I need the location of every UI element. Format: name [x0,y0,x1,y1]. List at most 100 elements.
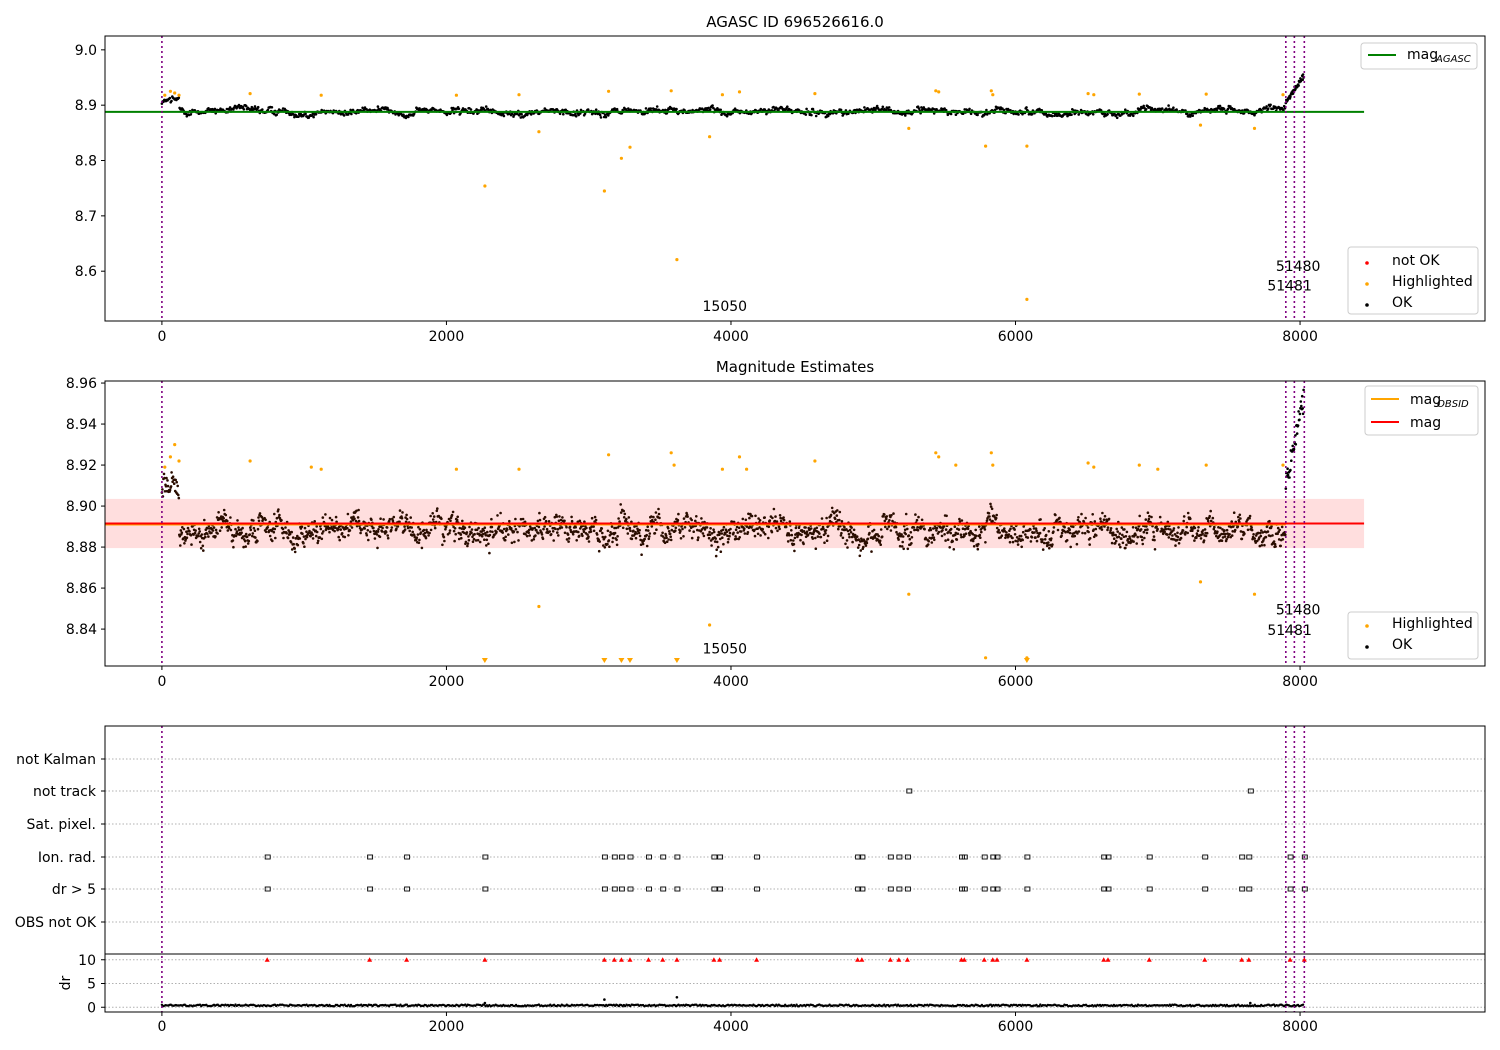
ok-point [1276,532,1279,536]
ok-point [988,518,992,521]
ok-point [217,511,220,514]
ok-point [1197,526,1200,529]
ok-point [488,533,492,537]
ok-point [916,528,920,532]
ok-point [653,532,657,535]
ok-point [314,534,318,538]
highlighted-point [937,90,941,94]
ok-point [738,536,741,539]
ok-point [847,532,851,536]
ok-point [866,537,870,541]
ok-point [401,511,404,514]
flag-event [717,886,724,892]
ok-point [231,539,235,542]
highlighted-point [720,467,725,471]
ok-point [976,113,979,117]
ok-point [405,513,408,517]
ok-point [715,548,718,551]
ok-point [904,532,907,536]
ok-point [1189,517,1192,521]
ok-point [300,525,304,529]
ok-point [607,539,611,542]
ok-point [256,539,259,543]
flag-event [981,854,988,860]
ok-point [296,534,299,538]
flag-event [754,886,761,892]
ok-point [955,538,959,541]
ok-point [161,488,164,491]
ok-point [312,528,315,531]
dr-point [1301,1003,1305,1006]
ok-point [1260,544,1264,547]
ok-point [767,525,771,529]
ok-point [1128,537,1132,540]
ok-point [652,515,655,519]
ok-point [799,538,802,542]
dr-clipped-marker [404,957,410,962]
flag-row-label: not Kalman [16,752,96,768]
ok-point [720,532,724,535]
ok-point [727,537,730,541]
ok-point [824,532,827,535]
ok-point [883,513,886,516]
ok-point [243,534,246,538]
ok-point [627,516,631,519]
flag-event [601,854,608,860]
x-tick-label: 2000 [429,674,465,690]
ok-point [602,544,605,547]
ok-point [761,527,764,531]
ok-point [603,546,607,549]
legend-swatch [1365,282,1369,286]
ok-point [1043,538,1047,541]
ok-point [570,519,574,523]
ok-point [887,525,891,528]
ok-point [850,535,854,539]
ok-point [937,530,941,534]
legend-box [1360,42,1478,70]
ok-point [1268,519,1271,523]
ok-point [210,531,213,535]
ok-point [1030,112,1034,116]
ok-point [485,544,488,547]
ok-point [700,517,703,520]
ok-point [1150,515,1153,519]
ok-point [181,526,184,529]
ok-point [379,517,382,520]
ok-point [646,525,649,529]
ok-point [241,105,245,109]
ok-point [644,107,648,110]
ok-point [487,542,490,546]
ok-point [724,528,728,531]
ok-point [759,107,763,111]
dr-axis-label: dr [58,975,74,990]
ok-point [540,533,544,536]
ok-point [961,527,965,530]
ok-point [851,540,854,544]
ok-point [763,532,767,536]
ok-point [293,547,297,550]
ok-point [912,526,916,529]
ok-point [284,526,287,529]
ok-point [773,519,777,523]
ok-point [1091,513,1094,516]
ok-point [1118,543,1121,546]
x-tick-label: 4000 [713,674,749,690]
highlighted-point [619,156,624,160]
ok-point [302,535,306,538]
ok-point [310,114,314,117]
ok-point [324,513,327,516]
ok-point [872,528,876,532]
ok-point [775,107,779,110]
ok-point [788,533,791,537]
ok-point [196,534,200,538]
ok-point [1185,112,1189,115]
flag-event [904,886,911,892]
ok-point [1152,535,1156,538]
ok-point [648,535,651,538]
ok-point [372,529,376,533]
ok-point [829,513,833,517]
ok-point [575,539,578,542]
ok-point [870,550,873,553]
ok-point [625,517,628,521]
